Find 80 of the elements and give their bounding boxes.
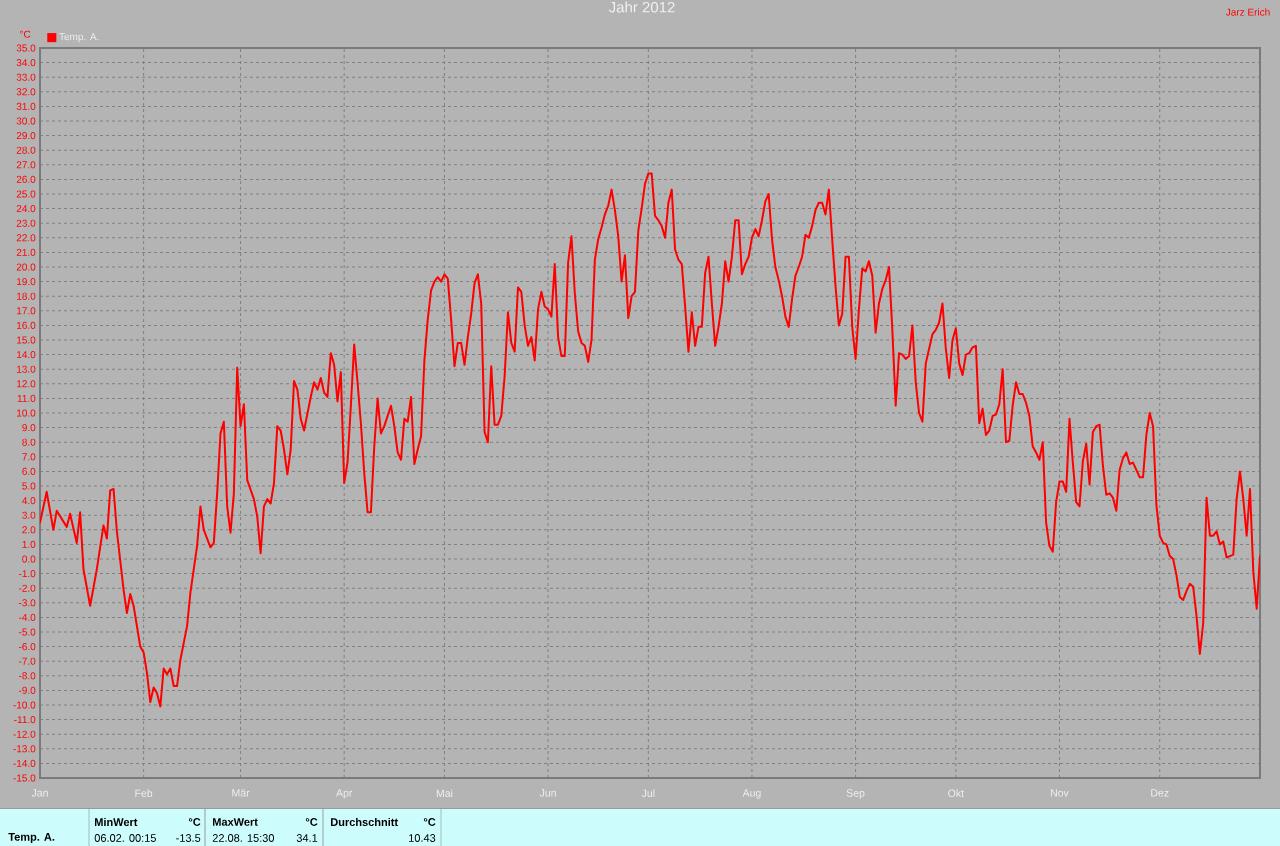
y-tick-label: 21.0 — [16, 248, 36, 256]
y-tick-label: -10.0 — [13, 701, 36, 709]
y-tick-label: 5.0 — [22, 482, 36, 490]
y-tick-label: -7.0 — [18, 657, 36, 665]
text: 06.02. 00:15 — [94, 834, 156, 842]
y-tick-label: 28.0 — [16, 146, 36, 154]
y-tick-label: 15.0 — [17, 336, 36, 344]
text: Jarz Erich — [1225, 8, 1270, 16]
x-tick-label: Apr — [336, 789, 353, 799]
y-tick-label: -6.0 — [18, 643, 36, 651]
text: °C — [423, 818, 436, 826]
y-tick-label: -3.0 — [18, 599, 36, 607]
y-tick-label: -5.0 — [18, 628, 36, 636]
y-tick-label: -1.0 — [18, 570, 36, 578]
x-tick-label: Okt — [948, 789, 964, 797]
text: Durchschnitt — [331, 817, 398, 827]
text: MinWert — [95, 817, 138, 827]
y-tick-label: -11.0 — [14, 716, 36, 724]
y-tick-label: 12.0 — [17, 380, 36, 388]
text: °C — [305, 818, 318, 826]
text: °C — [188, 818, 201, 826]
y-tick-label: 32.0 — [16, 88, 36, 96]
y-tick-label: 18.0 — [17, 292, 36, 300]
y-tick-label: 0.0 — [22, 555, 36, 563]
y-tick-label: 3.0 — [22, 511, 36, 519]
y-tick-label: -9.0 — [18, 686, 36, 694]
x-tick-label: Jun — [539, 789, 556, 797]
y-tick-label: 29.0 — [16, 132, 36, 140]
x-tick-label: Sep — [846, 789, 865, 799]
line-series — [40, 172, 1261, 708]
y-tick-label: 2.0 — [22, 526, 36, 534]
y-tick-label: -12.0 — [13, 730, 36, 738]
x-tick-label: Mai — [436, 789, 453, 797]
y-tick-label: 19.0 — [17, 278, 36, 286]
x-tick-label: Jul — [641, 789, 655, 797]
y-tick-label: 1.0 — [22, 540, 36, 548]
y-tick-label: 7.0 — [22, 453, 36, 461]
x-tick-label: Jan — [31, 789, 48, 797]
text: 10.43 — [409, 834, 436, 842]
y-tick-label: 24.0 — [16, 205, 36, 213]
text: 22.08. 15:30 — [212, 834, 275, 842]
y-tick-label: 35.0 — [16, 44, 36, 52]
y-axis-title: °C — [20, 30, 31, 38]
y-tick-label: 14.0 — [17, 351, 36, 359]
y-tick-label: 31.0 — [16, 102, 36, 110]
y-tick-label: -4.0 — [18, 613, 36, 621]
y-tick-label: 4.0 — [22, 497, 36, 505]
y-tick-label: 11.0 — [17, 394, 36, 402]
y-tick-label: 22.0 — [16, 234, 36, 242]
y-tick-label: 25.0 — [16, 190, 36, 198]
y-tick-label: 27.0 — [16, 161, 36, 169]
y-tick-label: -15.0 — [13, 774, 36, 782]
text: -13.5 — [176, 834, 201, 842]
y-tick-label: 13.0 — [17, 365, 36, 373]
y-tick-label: 23.0 — [16, 219, 36, 227]
x-tick-label: Nov — [1050, 789, 1069, 797]
text: 34.1 — [296, 834, 318, 842]
y-tick-label: 26.0 — [16, 175, 36, 183]
chart-title: Jahr 2012 — [608, 1, 675, 13]
legend-label: Temp. A. — [59, 33, 99, 43]
x-tick-label: Dez — [1151, 789, 1169, 797]
x-tick-label: Aug — [742, 789, 761, 799]
x-tick-label: Mär — [232, 789, 250, 797]
y-tick-label: 16.0 — [17, 321, 36, 329]
text: Temp. A. — [8, 833, 55, 843]
y-tick-label: 9.0 — [22, 424, 36, 432]
y-tick-label: 33.0 — [16, 73, 36, 81]
y-tick-label: 34.0 — [16, 59, 36, 67]
y-tick-label: -14.0 — [13, 759, 36, 767]
y-tick-label: 6.0 — [22, 467, 36, 475]
x-tick-label: Feb — [135, 789, 153, 797]
y-tick-label: -8.0 — [18, 672, 36, 680]
y-tick-label: 30.0 — [16, 117, 36, 125]
y-tick-label: -13.0 — [13, 745, 36, 753]
text: MaxWert — [213, 818, 258, 826]
y-tick-label: 8.0 — [22, 438, 36, 446]
y-tick-label: -2.0 — [18, 584, 36, 592]
y-tick-label: 10.0 — [17, 409, 36, 417]
y-tick-label: 17.0 — [17, 307, 36, 315]
y-tick-label: 20.0 — [16, 263, 36, 271]
